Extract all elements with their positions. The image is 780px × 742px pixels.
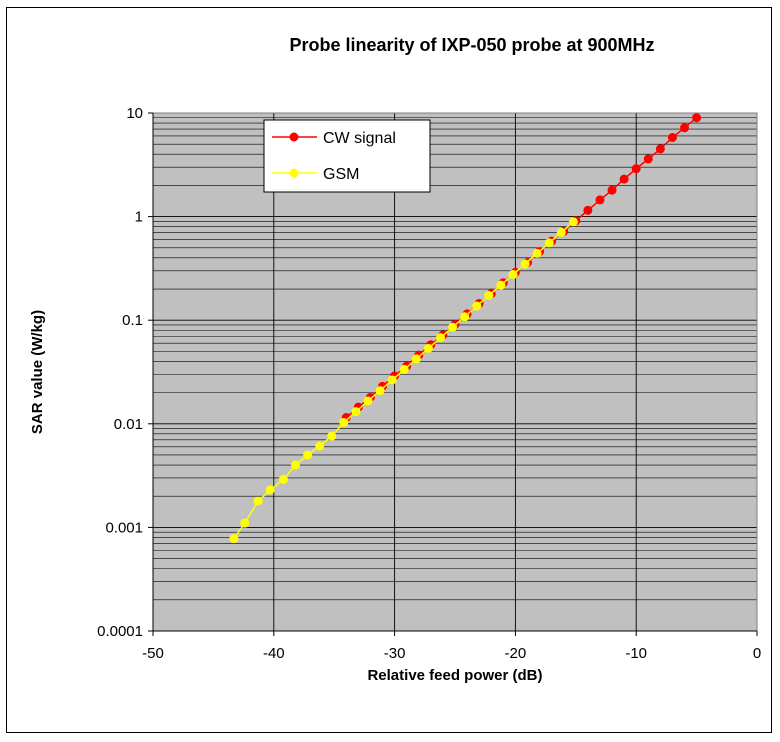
y-tick-label: 1: [135, 209, 143, 226]
chart-title: Probe linearity of IXP-050 probe at 900M…: [289, 35, 654, 55]
legend-label: CW signal: [323, 130, 396, 147]
data-point: [351, 407, 361, 417]
plot-area: -50 -40 -30 -20 -10 0 0.0001 0.001 0.01 0.1 1 10: [97, 105, 761, 662]
data-point: [411, 354, 421, 364]
data-point: [327, 431, 337, 441]
x-tick-label: -40: [263, 645, 285, 662]
x-tick-label: -20: [505, 645, 527, 662]
data-point: [315, 441, 325, 451]
x-tick-label: -10: [625, 645, 647, 662]
data-point: [399, 364, 409, 374]
y-tick-label: 10: [126, 105, 143, 122]
data-point: [692, 113, 702, 123]
data-point: [508, 270, 518, 280]
data-point: [568, 217, 578, 227]
data-point: [520, 259, 530, 269]
data-point: [484, 291, 494, 301]
data-point: [583, 205, 593, 215]
data-point: [607, 185, 617, 195]
data-point: [363, 396, 373, 406]
data-point: [339, 417, 349, 427]
data-point: [253, 496, 263, 506]
data-point: [655, 144, 665, 154]
data-point: [556, 227, 566, 237]
data-point: [229, 534, 239, 544]
data-point: [375, 386, 385, 396]
data-point: [680, 123, 690, 133]
data-point: [496, 280, 506, 290]
y-axis-title: SAR value (W/kg): [29, 310, 46, 434]
data-point: [544, 238, 554, 248]
data-point: [595, 195, 605, 205]
legend: CW signal GSM: [263, 119, 431, 193]
x-axis-title: Relative feed power (dB): [367, 667, 542, 684]
x-tick-label: -50: [142, 645, 164, 662]
data-point: [240, 518, 250, 528]
data-point: [532, 248, 542, 258]
data-point: [472, 301, 482, 311]
legend-box: [263, 119, 431, 193]
data-point: [448, 322, 458, 332]
data-point: [619, 174, 629, 184]
data-point: [303, 450, 313, 460]
plot-background: [153, 113, 757, 631]
y-tick-label: 0.0001: [97, 623, 143, 640]
data-point: [667, 133, 677, 143]
data-point: [265, 485, 275, 495]
y-tick-label: 0.1: [122, 312, 143, 329]
data-point: [460, 312, 470, 322]
data-point: [643, 154, 653, 164]
legend-label: GSM: [323, 166, 359, 183]
legend-marker: [289, 132, 299, 142]
data-point: [436, 333, 446, 343]
series-1: [229, 217, 578, 544]
data-point: [291, 460, 301, 470]
data-point: [631, 164, 641, 174]
y-tick-label: 0.001: [105, 519, 143, 536]
data-point: [423, 343, 433, 353]
x-tick-label: 0: [753, 645, 761, 662]
data-point: [278, 474, 288, 484]
legend-marker: [289, 168, 299, 178]
y-tick-label: 0.01: [114, 416, 143, 433]
data-point: [387, 375, 397, 385]
x-tick-label: -30: [384, 645, 406, 662]
